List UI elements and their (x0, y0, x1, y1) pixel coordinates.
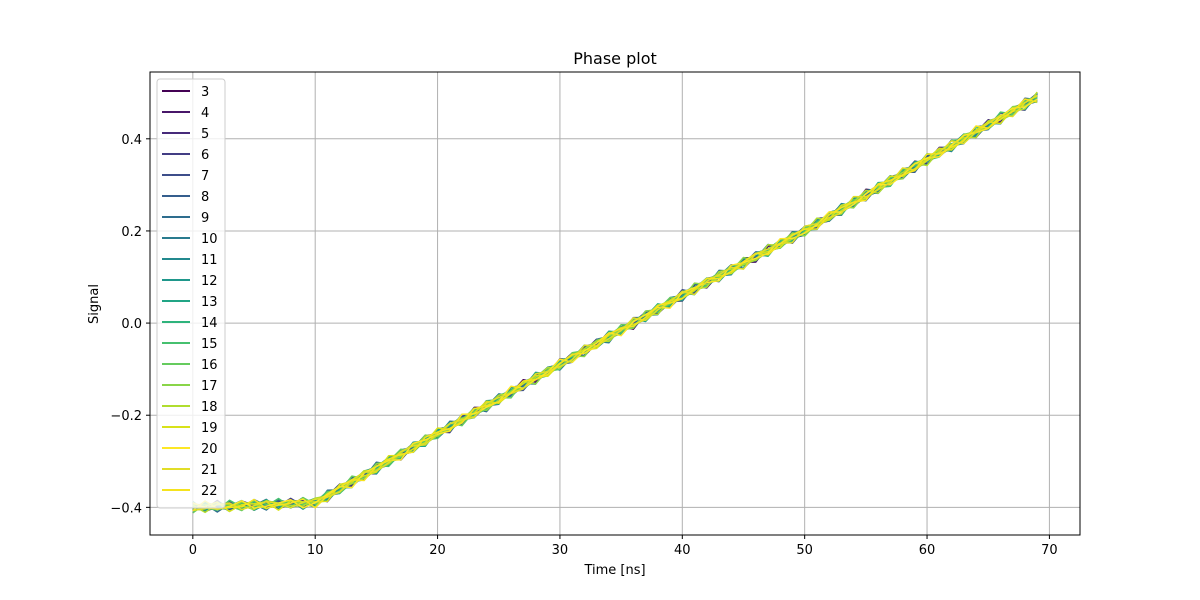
x-tick-label: 20 (429, 543, 446, 558)
legend-label: 14 (201, 316, 218, 331)
legend-label: 5 (201, 127, 209, 142)
x-tick-label: 0 (189, 543, 197, 558)
series-lines (192, 91, 1038, 514)
y-tick-label: 0.4 (121, 133, 142, 148)
legend-label: 15 (201, 337, 218, 352)
x-tick-label: 60 (919, 543, 936, 558)
legend-label: 6 (201, 148, 209, 163)
legend-box (156, 78, 226, 509)
y-tick-label: 0.2 (121, 225, 142, 240)
y-tick-label: −0.2 (110, 409, 142, 424)
y-tick-label: 0.0 (121, 317, 142, 332)
plot-frame (149, 71, 1081, 536)
legend-label: 12 (201, 274, 218, 289)
series-line-22 (192, 98, 1038, 512)
x-tick-label: 40 (674, 543, 691, 558)
legend-label: 18 (201, 400, 218, 415)
legend-label: 8 (201, 190, 209, 205)
legend-label: 16 (201, 358, 218, 373)
legend-label: 11 (201, 253, 218, 268)
legend-label: 21 (201, 463, 218, 478)
legend-label: 9 (201, 211, 209, 226)
x-tick-label: 50 (796, 543, 813, 558)
legend-label: 10 (201, 232, 218, 247)
x-tick-label: 30 (552, 543, 569, 558)
legend: 3 4 5 6 7 8 9 10 11 12 13 14 15 16 17 18 19 20 21 22 (156, 78, 226, 509)
x-axis-ticks: 0 10 20 30 40 50 60 70 (189, 535, 1058, 558)
legend-label: 4 (201, 106, 209, 121)
x-tick-label: 70 (1041, 543, 1058, 558)
legend-label: 22 (201, 484, 218, 499)
y-tick-label: −0.4 (110, 501, 142, 516)
series-line-21 (192, 94, 1038, 512)
y-axis-label: Signal (87, 284, 102, 324)
legend-label: 20 (201, 442, 218, 457)
x-tick-label: 10 (307, 543, 324, 558)
legend-label: 7 (201, 169, 209, 184)
chart-title: Phase plot (573, 49, 657, 68)
legend-label: 13 (201, 295, 218, 310)
legend-label: 19 (201, 421, 218, 436)
x-axis-label: Time [ns] (583, 563, 645, 578)
y-axis-ticks: −0.4 −0.2 0.0 0.2 0.4 (110, 133, 150, 516)
legend-label: 3 (201, 85, 209, 100)
legend-label: 17 (201, 379, 218, 394)
